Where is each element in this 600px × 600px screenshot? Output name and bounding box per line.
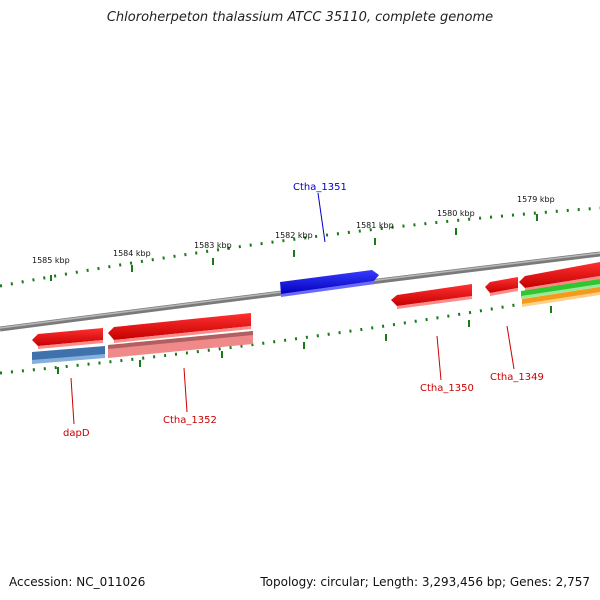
feature-ctha-1352-pseudo[interactable]	[108, 331, 253, 358]
leader-ctha-1351	[317, 192, 326, 243]
scale-label-1580: 1580 kbp	[437, 209, 475, 218]
label-ctha-1350[interactable]: Ctha_1350	[420, 383, 474, 394]
gene-ctha-1351[interactable]	[280, 270, 379, 297]
feature-orange[interactable]	[522, 287, 600, 307]
scale-label-1579: 1579 kbp	[517, 195, 555, 204]
map-title: Chloroherpeton thalassium ATCC 35110, co…	[106, 10, 494, 25]
leader-dapD	[70, 377, 75, 425]
gene-ctha-1352[interactable]	[108, 313, 251, 343]
inner-major-ticks	[57, 306, 552, 374]
leader-ctha-1350	[436, 335, 442, 381]
outer-major-ticks	[50, 214, 538, 281]
scale-label-1584: 1584 kbp	[113, 249, 151, 258]
leader-ctha-1352	[183, 367, 188, 413]
label-ctha-1352[interactable]: Ctha_1352	[163, 415, 217, 426]
outer-scale-track	[0, 206, 600, 288]
scale-label-1582: 1582 kbp	[275, 231, 313, 240]
feature-dapD-cds[interactable]	[32, 346, 105, 364]
gene-ctha-1349[interactable]	[485, 277, 518, 296]
gene-dapD[interactable]	[32, 328, 103, 349]
feature-green[interactable]	[521, 279, 600, 299]
accession-text: Accession: NC_011026	[9, 575, 146, 589]
gene-rightmost-red[interactable]	[519, 262, 600, 291]
genome-summary-text: Topology: circular; Length: 3,293,456 bp…	[260, 575, 590, 589]
scale-label-1581: 1581 kbp	[356, 221, 394, 230]
scale-label-1583: 1583 kbp	[194, 241, 232, 250]
scale-label-1585: 1585 kbp	[32, 256, 70, 265]
label-dapD[interactable]: dapD	[63, 428, 90, 439]
gene-ctha-1350[interactable]	[391, 284, 472, 309]
label-ctha-1351[interactable]: Ctha_1351	[293, 182, 347, 193]
label-ctha-1349[interactable]: Ctha_1349	[490, 372, 544, 383]
leader-ctha-1349	[506, 325, 515, 370]
